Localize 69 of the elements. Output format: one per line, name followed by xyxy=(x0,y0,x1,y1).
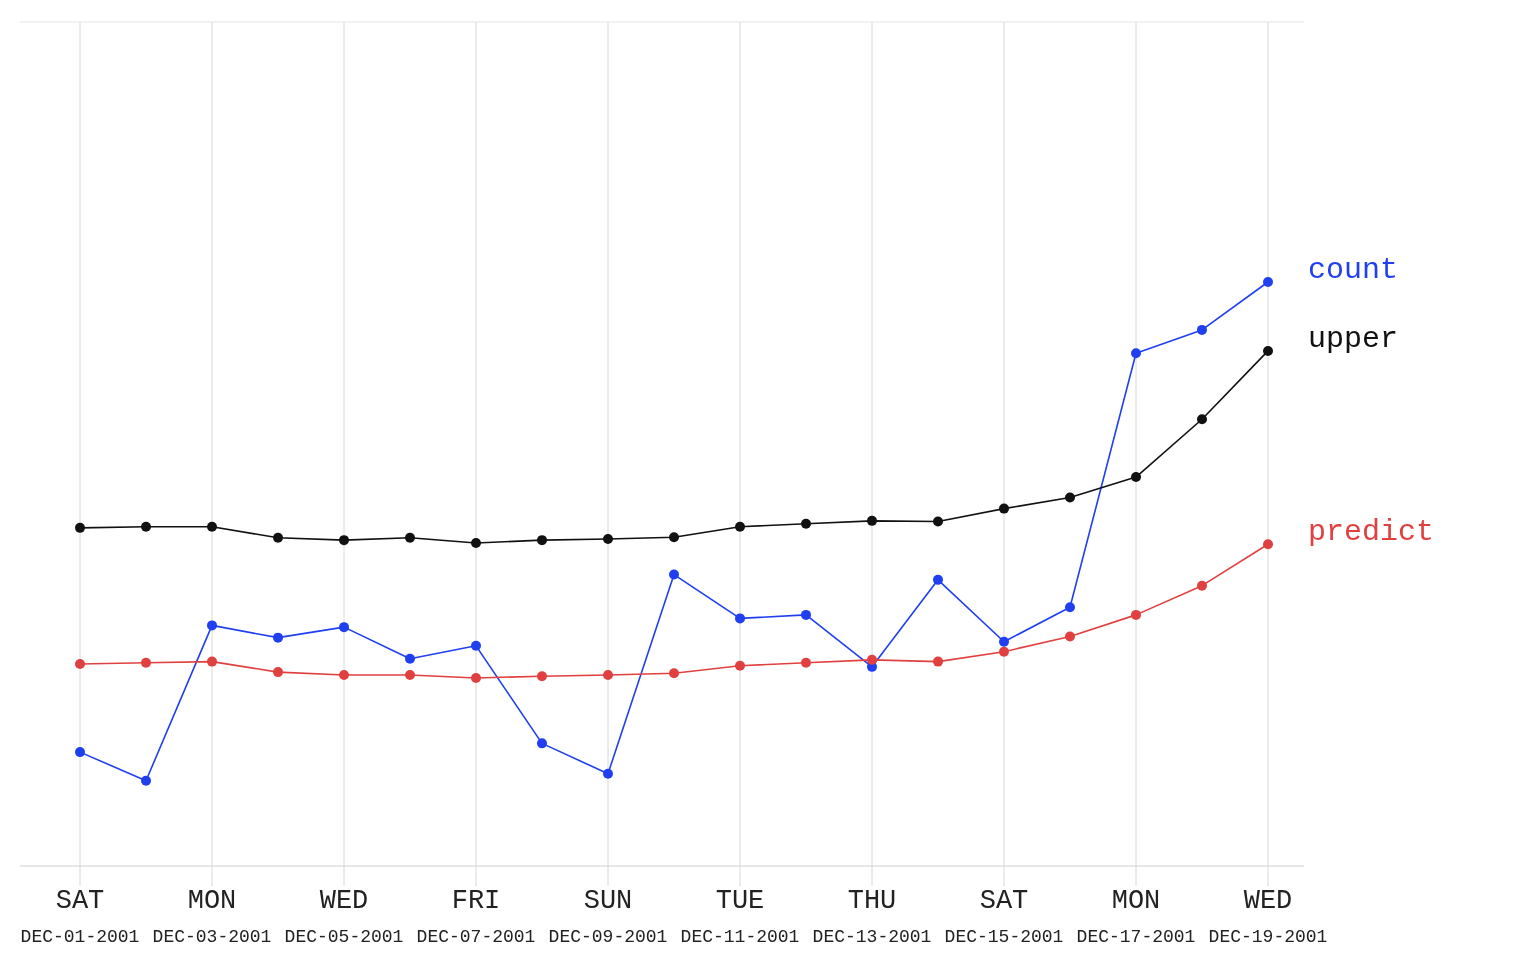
point xyxy=(141,775,151,786)
x-tick-label: SAT DEC-15-2001 xyxy=(944,886,1064,947)
point xyxy=(75,522,85,533)
series-label: predict xyxy=(1308,515,1435,550)
point xyxy=(207,521,217,532)
point xyxy=(735,521,745,532)
point xyxy=(603,533,613,544)
point xyxy=(801,657,811,668)
point xyxy=(933,516,943,527)
point xyxy=(141,521,151,532)
point xyxy=(1263,345,1273,356)
point xyxy=(273,532,283,543)
x-tick-label: MON DEC-03-2001 xyxy=(152,886,272,947)
point xyxy=(801,609,811,620)
point xyxy=(273,667,283,678)
point xyxy=(471,672,481,683)
point xyxy=(207,656,217,667)
point xyxy=(669,569,679,580)
point xyxy=(735,660,745,671)
point xyxy=(933,574,943,585)
point xyxy=(75,747,85,758)
point xyxy=(207,620,217,631)
x-tick-label: WED DEC-19-2001 xyxy=(1208,886,1328,947)
x-tick-label: WED DEC-05-2001 xyxy=(284,886,404,947)
point xyxy=(1065,631,1075,642)
point xyxy=(141,657,151,668)
point xyxy=(933,656,943,667)
point xyxy=(339,622,349,633)
point xyxy=(735,613,745,624)
x-tick-label: MON DEC-17-2001 xyxy=(1076,886,1196,947)
point xyxy=(405,653,415,664)
series-label: count xyxy=(1308,253,1399,287)
point xyxy=(669,668,679,679)
point xyxy=(1197,324,1207,335)
x-tick-label: SUN DEC-09-2001 xyxy=(548,886,668,947)
point xyxy=(471,640,481,651)
point xyxy=(471,538,481,549)
point xyxy=(1197,414,1207,425)
point xyxy=(405,532,415,543)
point xyxy=(537,535,547,546)
point xyxy=(537,671,547,682)
point xyxy=(999,646,1009,657)
point xyxy=(1197,580,1207,591)
point xyxy=(603,768,613,779)
point xyxy=(801,518,811,529)
point xyxy=(999,636,1009,647)
point xyxy=(1131,472,1141,483)
x-tick-label: TUE DEC-11-2001 xyxy=(680,886,800,947)
point xyxy=(75,658,85,669)
point xyxy=(273,632,283,643)
series-label: upper xyxy=(1308,321,1399,356)
point xyxy=(1263,277,1273,287)
x-tick-label: THU DEC-13-2001 xyxy=(812,886,932,947)
point xyxy=(867,654,877,665)
point xyxy=(999,503,1009,514)
point xyxy=(669,532,679,543)
point xyxy=(405,670,415,681)
x-tick-label: SAT DEC-01-2001 xyxy=(20,886,140,947)
point xyxy=(1131,609,1141,620)
point xyxy=(867,515,877,526)
point xyxy=(1263,539,1273,550)
point xyxy=(339,535,349,546)
x-tick-label: FRI DEC-07-2001 xyxy=(416,886,536,947)
point xyxy=(1131,348,1141,359)
point xyxy=(537,738,547,749)
point xyxy=(1065,492,1075,503)
point xyxy=(603,670,613,681)
point xyxy=(1065,602,1075,613)
point xyxy=(339,670,349,681)
